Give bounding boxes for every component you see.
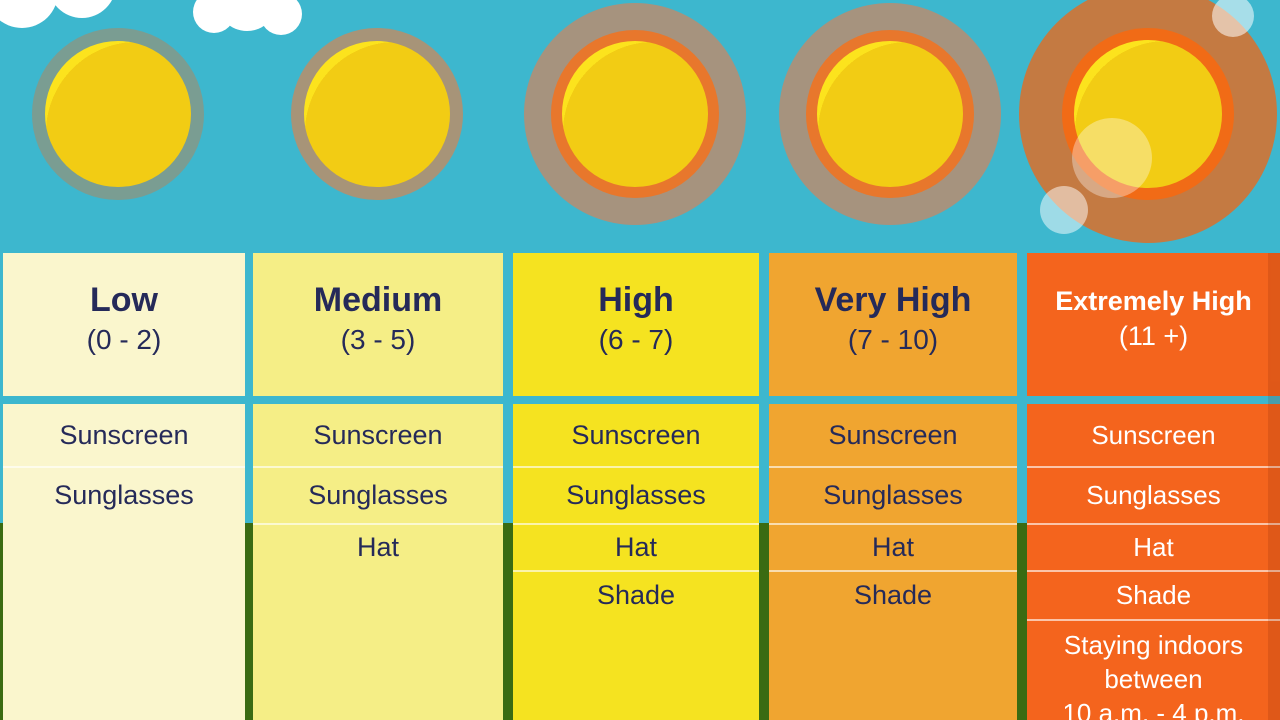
lens-flare-icon: [1040, 186, 1088, 234]
protection-item: Hat: [513, 523, 759, 570]
protection-item: Staying indoors between 10 a.m. - 4 p.m.: [1027, 619, 1280, 720]
uv-column-very-high: Very High (7 - 10) Sunscreen Sunglasses …: [769, 253, 1017, 720]
protection-item: Sunglasses: [3, 466, 245, 523]
sun-disc: [304, 41, 450, 187]
sun-disc: [1074, 40, 1222, 188]
sun-disc: [562, 41, 708, 187]
protection-item: Sunscreen: [59, 419, 189, 450]
uv-column-high: High (6 - 7) Sunscreen Sunglasses Hat Sh…: [513, 253, 759, 720]
sun-disc: [817, 41, 963, 187]
protection-item: Shade: [513, 570, 759, 619]
protection-list: Sunscreen Sunglasses Hat: [253, 404, 503, 720]
lens-flare-icon: [1072, 118, 1152, 198]
uv-column-low: Low (0 - 2) Sunscreen Sunglasses: [3, 253, 245, 720]
sun-disc: [45, 41, 191, 187]
protection-item: Sunscreen: [571, 419, 701, 450]
protection-item: Shade: [769, 570, 1017, 619]
uv-column-extremely-high: Extremely High (11 +) Sunscreen Sunglass…: [1027, 253, 1280, 720]
lens-flare-icon: [1212, 0, 1254, 37]
protection-list: Sunscreen Sunglasses Hat Shade: [513, 404, 759, 720]
uv-level-range: (11 +): [1118, 320, 1189, 351]
uv-header-cell: Extremely High (11 +): [1027, 253, 1280, 396]
uv-level-title: High: [598, 281, 674, 320]
cloud-icon: [48, 0, 116, 18]
uv-header-cell: Very High (7 - 10): [769, 253, 1017, 396]
uv-level-title: Medium: [313, 281, 443, 320]
protection-item: Sunglasses: [1027, 466, 1280, 523]
uv-level-range: (0 - 2): [86, 323, 162, 355]
cloud-icon: [260, 0, 302, 35]
protection-item: Sunglasses: [769, 466, 1017, 523]
protection-item: Sunglasses: [513, 466, 759, 523]
protection-item: Hat: [1027, 523, 1280, 570]
protection-list: Sunscreen Sunglasses Hat Shade Staying i…: [1027, 404, 1280, 720]
uv-header-cell: Medium (3 - 5): [253, 253, 503, 396]
protection-item: Hat: [769, 523, 1017, 570]
uv-level-title: Extremely High: [1055, 286, 1252, 317]
uv-level-range: (7 - 10): [847, 323, 939, 355]
protection-list: Sunscreen Sunglasses Hat Shade: [769, 404, 1017, 720]
protection-item: Hat: [253, 523, 503, 570]
uv-level-range: (6 - 7): [598, 323, 674, 355]
uv-column-medium: Medium (3 - 5) Sunscreen Sunglasses Hat: [253, 253, 503, 720]
uv-header-cell: Low (0 - 2): [3, 253, 245, 396]
uv-level-range: (3 - 5): [340, 323, 416, 355]
protection-item: Sunscreen: [313, 419, 443, 450]
uv-level-title: Very High: [814, 281, 972, 320]
protection-item: Sunglasses: [253, 466, 503, 523]
cloud-icon: [0, 0, 58, 28]
protection-item: Sunscreen: [828, 419, 958, 450]
protection-list: Sunscreen Sunglasses: [3, 404, 245, 720]
uv-level-title: Low: [90, 281, 158, 320]
uv-header-cell: High (6 - 7): [513, 253, 759, 396]
protection-item: Sunscreen: [1091, 419, 1216, 450]
protection-item: Shade: [1027, 570, 1280, 619]
